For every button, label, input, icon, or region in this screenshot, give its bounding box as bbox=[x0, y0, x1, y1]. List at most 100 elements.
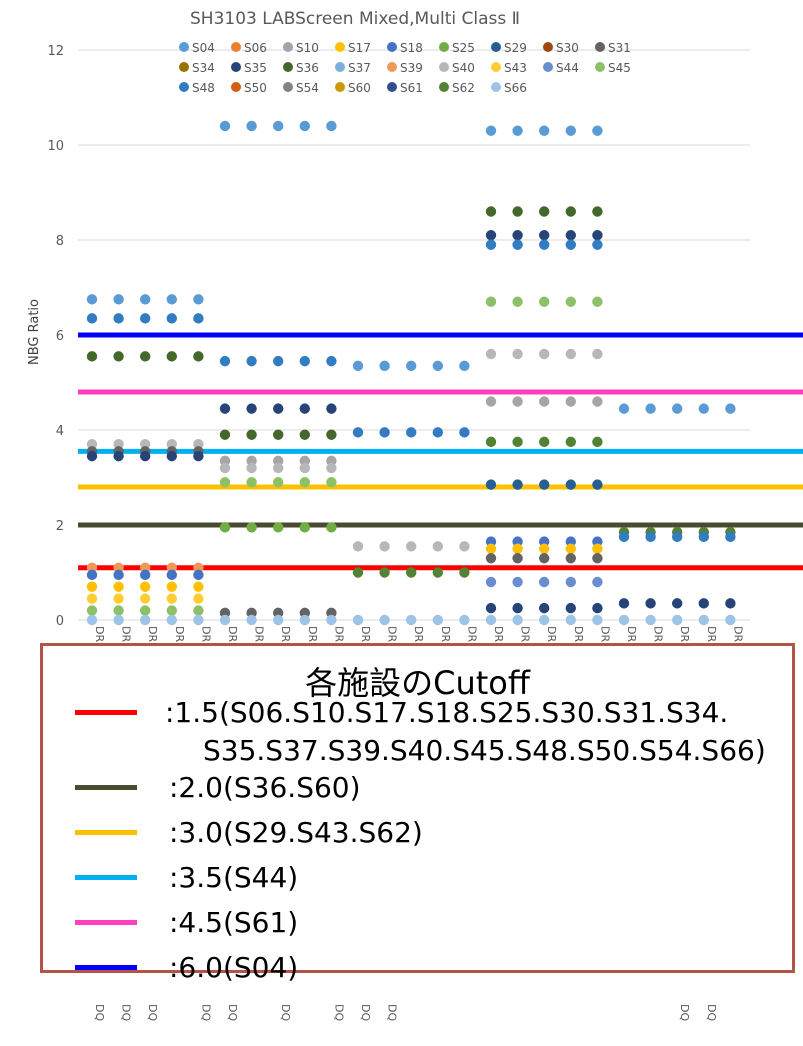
data-point bbox=[618, 598, 630, 609]
legend-marker bbox=[283, 82, 293, 92]
data-point bbox=[672, 614, 683, 626]
legend-label: S35 bbox=[244, 61, 267, 75]
data-point bbox=[539, 614, 550, 626]
legend-label: S25 bbox=[452, 41, 475, 55]
cutoff-label: :2.0(S36.S60) bbox=[169, 771, 361, 804]
cutoff-label: :1.5(S06.S10.S17.S18.S25.S30.S31.S34. bbox=[165, 696, 729, 729]
legend-marker bbox=[335, 62, 345, 72]
x-tick-label: DR bbox=[705, 626, 718, 642]
legend-label: S06 bbox=[244, 41, 267, 55]
data-point bbox=[485, 543, 497, 554]
data-point bbox=[113, 351, 124, 362]
data-point bbox=[459, 360, 470, 372]
data-point bbox=[140, 313, 151, 324]
data-point bbox=[539, 479, 550, 490]
legend-marker bbox=[335, 82, 345, 92]
data-point bbox=[539, 230, 550, 241]
data-point bbox=[512, 436, 523, 448]
data-point bbox=[86, 614, 98, 626]
cutoff-row: :1.5(S06.S10.S17.S18.S25.S30.S31.S34. S35… bbox=[43, 696, 793, 767]
data-point bbox=[326, 522, 337, 533]
data-point bbox=[113, 593, 124, 604]
data-point bbox=[618, 403, 630, 414]
legend-marker bbox=[179, 42, 189, 52]
x-tick-label: DR bbox=[731, 626, 744, 642]
x-tick-label: DR bbox=[678, 626, 691, 642]
data-point bbox=[539, 553, 550, 564]
data-point bbox=[592, 614, 603, 626]
data-point bbox=[166, 439, 177, 450]
x-tick-label-bottom: DQ bbox=[146, 1004, 159, 1021]
data-point bbox=[113, 562, 124, 573]
data-point bbox=[166, 351, 177, 362]
data-point bbox=[379, 614, 390, 626]
x-tick-label-bottom: DQ bbox=[678, 1004, 691, 1021]
data-point bbox=[512, 602, 523, 614]
data-point bbox=[352, 427, 364, 438]
x-tick-label: DR bbox=[173, 626, 186, 642]
data-point bbox=[406, 567, 417, 578]
data-point bbox=[246, 429, 257, 440]
data-point bbox=[565, 396, 576, 407]
legend-label: S04 bbox=[192, 41, 215, 55]
legend-marker bbox=[387, 82, 397, 92]
data-point bbox=[113, 581, 124, 592]
data-point bbox=[512, 230, 523, 241]
data-point bbox=[565, 125, 576, 136]
cutoff-label: :3.0(S29.S43.S62) bbox=[169, 816, 423, 849]
data-point bbox=[406, 541, 417, 552]
data-point bbox=[512, 396, 523, 407]
y-tick-labels: 0 2 4 6 8 10 12 bbox=[47, 44, 64, 629]
legend-marker bbox=[439, 42, 449, 52]
data-point bbox=[539, 536, 550, 547]
data-point bbox=[140, 593, 151, 604]
data-point bbox=[406, 614, 417, 626]
x-tick-label: DR bbox=[492, 626, 505, 642]
data-point bbox=[698, 531, 709, 543]
data-point bbox=[113, 294, 124, 305]
cutoff-swatch bbox=[75, 830, 137, 835]
data-point bbox=[273, 403, 284, 414]
data-point bbox=[86, 605, 98, 616]
data-point bbox=[193, 439, 204, 450]
legend-marker bbox=[595, 42, 605, 52]
data-point bbox=[166, 294, 177, 305]
x-tick-label: DR bbox=[598, 626, 611, 642]
data-point bbox=[406, 360, 417, 372]
data-point bbox=[618, 614, 630, 626]
data-point bbox=[246, 355, 257, 367]
data-point bbox=[299, 120, 310, 132]
cutoff-label: :4.5(S61) bbox=[169, 906, 299, 939]
data-point bbox=[352, 360, 364, 372]
data-point bbox=[273, 355, 284, 367]
x-tick-label-bottom: DQ bbox=[332, 1004, 345, 1021]
data-point bbox=[672, 531, 683, 543]
data-point bbox=[485, 602, 497, 614]
data-point bbox=[193, 351, 204, 362]
data-point bbox=[379, 360, 390, 372]
data-point bbox=[592, 436, 603, 448]
data-point bbox=[193, 581, 204, 592]
data-point bbox=[326, 429, 337, 440]
cutoff-legend-box: 各施設のCutoff :1.5(S06.S10.S17.S18.S25.S30.… bbox=[40, 643, 795, 984]
x-tick-label: DR bbox=[439, 626, 452, 642]
data-point bbox=[140, 439, 151, 450]
x-tick-label-bottom: DQ bbox=[226, 1004, 239, 1021]
data-point bbox=[672, 403, 683, 414]
data-point bbox=[246, 462, 257, 474]
data-point bbox=[565, 543, 576, 554]
data-point bbox=[299, 477, 310, 488]
data-point bbox=[565, 479, 576, 490]
data-point bbox=[645, 598, 656, 609]
data-point bbox=[140, 450, 151, 462]
legend-marker bbox=[231, 62, 241, 72]
legend-marker bbox=[283, 62, 293, 72]
legend-marker bbox=[543, 42, 553, 52]
data-point bbox=[140, 294, 151, 305]
data-point bbox=[645, 531, 656, 543]
data-point bbox=[406, 427, 417, 438]
data-point bbox=[86, 313, 98, 324]
legend-marker bbox=[231, 42, 241, 52]
data-point bbox=[246, 120, 257, 132]
